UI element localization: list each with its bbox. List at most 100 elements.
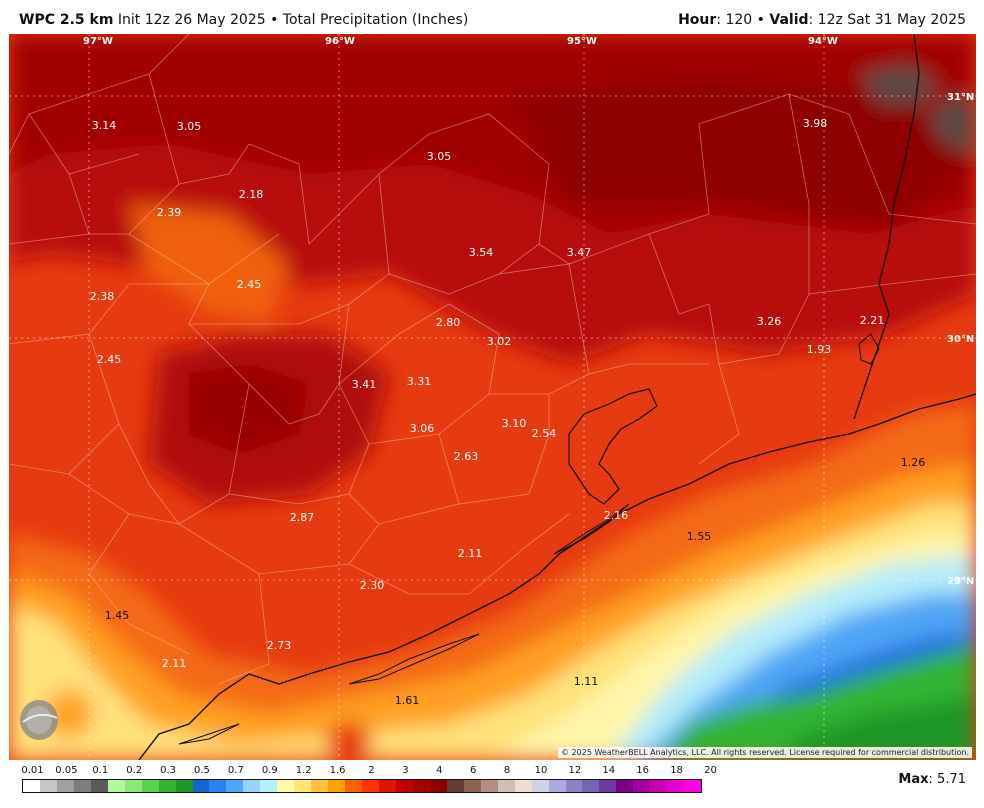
legend-swatch	[294, 780, 312, 792]
legend-tick-label: 1.2	[295, 765, 312, 776]
state-border	[853, 34, 920, 420]
legend-tick-label: 20	[704, 765, 717, 776]
legend-tick-label: 0.05	[55, 765, 78, 776]
legend-swatch	[158, 780, 176, 792]
legend: 0.01 0.05 0.1 0.2 0.3 0.5 0.7 0.9 1.2 1.6 2 3 4 6 8 10 1…	[21, 765, 717, 795]
legend-swatch	[277, 780, 295, 792]
legend-labels: 0.01 0.05 0.1 0.2 0.3 0.5 0.7 0.9 1.2 1.6 2 3 4 6 8 10 1…	[21, 765, 717, 777]
precip-value-label: 2.11	[162, 657, 187, 670]
max-label: Max	[898, 772, 929, 787]
lat-label: 30°N	[947, 334, 974, 345]
barrier-island-2	[553, 503, 630, 555]
hour-value: : 120	[716, 12, 753, 28]
legend-swatch	[412, 780, 430, 792]
lon-label: 97°W	[83, 36, 113, 47]
graticule	[9, 34, 976, 760]
legend-swatch	[39, 780, 57, 792]
legend-tick-label: 12	[568, 765, 582, 776]
precip-value-label: 1.93	[807, 343, 832, 356]
precip-value-label: 3.06	[410, 422, 435, 435]
legend-tick-label: 0.01	[21, 765, 44, 776]
legend-swatch	[565, 780, 583, 792]
legend-swatch	[395, 780, 413, 792]
precip-value-label: 3.47	[567, 246, 592, 259]
legend-swatch	[328, 780, 346, 792]
model-name: WPC 2.5 km	[19, 12, 114, 28]
title-separator-2: •	[756, 12, 765, 28]
legend-tick-label: 3	[402, 765, 409, 776]
legend-swatch	[260, 780, 278, 792]
title-separator: •	[270, 12, 279, 28]
legend-swatch	[226, 780, 244, 792]
legend-tick-label: 0.3	[160, 765, 177, 776]
precipitation-map[interactable]: 97°W 96°W 95°W 94°W 31°N 30°N 29°N 3.14 3…	[9, 34, 976, 760]
legend-swatch	[650, 780, 668, 792]
barrier-island-3	[178, 723, 240, 745]
init-time: Init 12z 26 May 2025	[117, 12, 266, 28]
legend-swatch	[480, 780, 498, 792]
legend-swatch	[90, 780, 108, 792]
precip-value-label: 2.54	[532, 427, 557, 440]
weatherbell-logo-icon	[20, 700, 58, 740]
precip-value-label: 3.41	[352, 378, 377, 391]
precip-value-label: 1.55	[687, 530, 712, 543]
product-name: Total Precipitation (Inches)	[282, 12, 469, 28]
precip-value-label: 2.18	[239, 188, 264, 201]
legend-tick-label: 2	[368, 765, 375, 776]
legend-tick-label: 6	[469, 765, 477, 776]
valid-value: : 12z Sat 31 May 2025	[808, 12, 966, 28]
title-left: WPC 2.5 km Init 12z 26 May 2025 • Total …	[19, 12, 468, 28]
precip-value-label: 2.21	[860, 314, 885, 327]
precip-value-label: 3.02	[487, 335, 512, 348]
precip-value-label: 2.80	[436, 316, 461, 329]
legend-swatch	[209, 780, 227, 792]
barrier-island	[348, 633, 480, 685]
legend-color-bar	[22, 779, 702, 793]
legend-swatch	[633, 780, 651, 792]
legend-tick-label: 16	[636, 765, 650, 776]
coastline	[138, 393, 976, 760]
legend-swatch	[243, 780, 261, 792]
max-number: : 5.71	[928, 772, 966, 787]
legend-tick-label: 0.5	[194, 765, 210, 776]
precip-value-label: 2.73	[267, 639, 292, 652]
precip-value-label: 1.61	[395, 694, 420, 707]
legend-swatch	[311, 780, 329, 792]
precip-value-label: 3.05	[427, 150, 452, 163]
legend-swatch	[463, 780, 481, 792]
precip-value-label: 2.16	[604, 509, 629, 522]
lon-label: 95°W	[567, 36, 597, 47]
legend-swatch	[107, 780, 125, 792]
legend-swatch	[582, 780, 600, 792]
precip-value-label: 3.31	[407, 375, 432, 388]
precip-value-label: 2.63	[454, 450, 479, 463]
legend-tick-label: 4	[436, 765, 443, 776]
sabine-lake	[858, 333, 880, 365]
header: WPC 2.5 km Init 12z 26 May 2025 • Total …	[0, 0, 984, 34]
legend-swatch	[531, 780, 549, 792]
legend-tick-label: 14	[602, 765, 616, 776]
precip-value-label: 1.26	[901, 456, 926, 469]
precip-value-label: 3.14	[92, 119, 117, 132]
precip-value-label: 3.54	[469, 246, 494, 259]
legend-swatch	[429, 780, 447, 792]
precip-values: 3.14 3.05 3.05 3.98 2.18 2.39 3.54 3.47 2.38 2.45…	[90, 117, 926, 707]
precip-value-label: 3.98	[803, 117, 828, 130]
precip-value-label: 3.05	[177, 120, 202, 133]
title-right: Hour: 120 • Valid: 12z Sat 31 May 2025	[678, 12, 966, 28]
legend-swatch	[379, 780, 396, 792]
legend-swatch	[667, 780, 685, 792]
legend-swatch	[497, 780, 515, 792]
legend-swatch	[192, 780, 210, 792]
legend-swatch	[56, 780, 74, 792]
lat-label: 29°N	[947, 576, 974, 587]
precip-value-label: 3.10	[502, 417, 527, 430]
precip-value-label: 2.38	[90, 290, 115, 303]
legend-swatch	[684, 780, 702, 792]
galveston-bay	[568, 388, 658, 505]
legend-tick-label: 8	[503, 765, 511, 776]
lon-label: 94°W	[808, 36, 838, 47]
legend-tick-label: 0.2	[126, 765, 143, 776]
legend-tick-label: 10	[534, 765, 548, 776]
legend-swatch	[599, 780, 617, 792]
